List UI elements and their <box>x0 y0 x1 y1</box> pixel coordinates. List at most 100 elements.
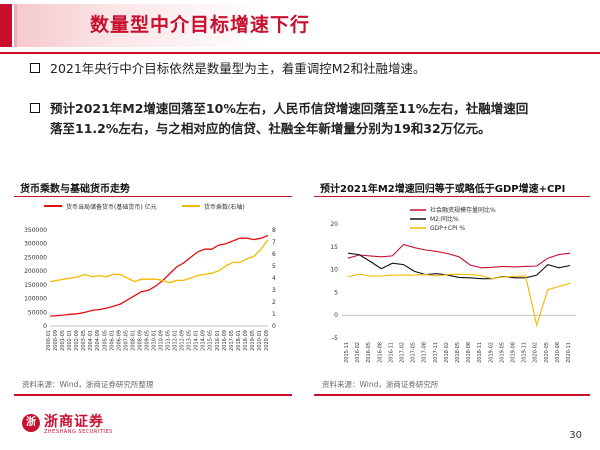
chart-1-x-tick: 2011-05 <box>166 330 172 351</box>
chart-2-legend-label: M2:同比% <box>430 215 459 223</box>
chart-1-x-tick: 2005-05 <box>102 330 108 351</box>
chart-1-x-tick: 2008-09 <box>137 330 143 351</box>
chart-1-x-tick: 2019-05 <box>250 330 256 351</box>
chart-2-x-tick: 2015-11 <box>344 342 350 363</box>
chart-1-yleft-tick: 300000 <box>24 241 47 248</box>
chart-2-svg: 社会融资规模存量同比%M2:同比% GDP+CPI % -5 0 5 10 15 20 2015… <box>330 206 576 363</box>
chart-2-x-tick: 2017-05 <box>411 342 417 363</box>
chart-1-x-tick: 2020-01 <box>257 330 263 351</box>
chart-1-yright-tick: 3 <box>272 287 276 294</box>
chart-1-x-tick: 2015-05 <box>208 330 214 351</box>
chart-2-x-tick: 2016-02 <box>355 342 361 363</box>
chart-2-x-tick: 2019-08 <box>511 342 517 363</box>
header-decoration <box>17 4 267 47</box>
chart-2-title-divider <box>314 196 590 197</box>
header-accent-bar-2 <box>14 4 17 47</box>
chart-1-yleft-tick: 100000 <box>24 296 47 303</box>
bullet-1: 2021年央行中介目标依然是数量型为主，着重调控M2和社融增速。 <box>30 59 426 79</box>
chart-1-yright-tick: 7 <box>272 239 276 246</box>
chart-1-yright-tick: 5 <box>272 263 276 270</box>
chart-1-x-tick: 2014-01 <box>194 330 200 351</box>
chart-1-legend-label: 货币当局储备货币(基础货币) 亿元 <box>66 203 157 211</box>
chart-1-x-tick: 2007-05 <box>123 330 129 351</box>
chart-2-x-tick: 2020-02 <box>533 342 539 363</box>
chart-1-legend-label: 货币乘数(右轴) <box>204 203 245 211</box>
chart-1-yright-tick: 2 <box>272 299 276 306</box>
chart-1-x-tick: 2006-09 <box>116 330 122 351</box>
chart-2-x-tick: 2018-11 <box>477 342 483 363</box>
header-accent-bar <box>0 4 12 47</box>
chart-2-x-tick: 2017-08 <box>422 342 428 363</box>
bullet-2-text-line1: 预计2021年M2增速回落至10%左右，人民币信贷增速回落至11%左右，社融增速… <box>50 101 529 116</box>
chart-1-x-tick: 2010-09 <box>159 330 165 351</box>
chart-1-x-tick: 2013-05 <box>187 330 193 351</box>
chart-1-x-tick: 2012-09 <box>180 330 186 351</box>
chart-1-source: 资料来源：Wind，浙商证券研究所整理 <box>22 380 154 389</box>
chart-2-x-tick: 2019-05 <box>499 342 505 363</box>
bullet-1-text: 2021年央行中介目标依然是数量型为主，着重调控M2和社融增速。 <box>50 61 426 76</box>
chart-1-yleft-tick: 0 <box>43 323 47 330</box>
chart-2-x-tick: 2018-02 <box>444 342 450 363</box>
chart-1-x-tick: 2003-05 <box>81 330 87 351</box>
chart-1-x-tick: 2000-09 <box>53 330 59 351</box>
chart-1-x-tick: 2012-01 <box>173 330 179 351</box>
chart-1-x-tick: 2018-01 <box>236 330 242 351</box>
chart-panel-money-multiplier: 货币乘数与基础货币走势 货币当局储备货币(基础货币) 亿元 货币乘数(右轴) 0 50… <box>14 176 292 396</box>
chart-1-x-tick: 2018-09 <box>243 330 249 351</box>
logo-subtitle: ZHESHANG SECURITIES <box>44 429 113 435</box>
chart-1-yleft-tick: 200000 <box>24 268 47 275</box>
chart-1-yleft-tick: 50000 <box>28 309 47 316</box>
chart-2-y-tick: 0 <box>334 312 338 319</box>
bullet-2-text-line2: 落至11.2%左右，与之相对应的信贷、社融全年新增量分别为19和32万亿元。 <box>50 121 491 136</box>
chart-1-x-tick: 2017-05 <box>229 330 235 351</box>
chart-1-x-tick: 2008-01 <box>130 330 136 351</box>
chart-2-legend-label: GDP+CPI % <box>430 225 465 232</box>
bullet-square-icon <box>30 102 40 113</box>
chart-2-x-tick: 2017-11 <box>433 342 439 363</box>
chart-1-yright-tick: 6 <box>272 251 276 258</box>
chart-1-yleft-tick: 150000 <box>24 282 47 289</box>
page-number: 30 <box>569 430 582 441</box>
chart-2-legend-label: 社会融资规模存量同比% <box>430 206 496 214</box>
chart-1-x-tick: 2004-09 <box>95 330 101 351</box>
chart-1-yleft-tick: 250000 <box>24 254 47 261</box>
chart-1-x-tick: 2016-09 <box>222 330 228 351</box>
chart-1-yleft-tick: 350000 <box>24 227 47 234</box>
chart-2-x-tick: 2020-11 <box>566 342 572 363</box>
chart-1-x-tick: 2004-01 <box>88 330 94 351</box>
chart-2-series-line <box>347 273 571 328</box>
chart-2-x-tick: 2016-08 <box>377 342 383 363</box>
chart-1-title: 货币乘数与基础货币走势 <box>20 184 130 195</box>
chart-2-x-tick: 2020-08 <box>555 342 561 363</box>
chart-1-x-tick: 2020-09 <box>264 330 270 351</box>
chart-2-y-tick: -5 <box>332 335 338 342</box>
bullet-2: 预计2021年M2增速回落至10%左右，人民币信贷增速回落至11%左右，社融增速… <box>30 99 570 139</box>
chart-2-x-tick: 2017-02 <box>400 342 406 363</box>
chart-2-x-tick: 2019-11 <box>522 342 528 363</box>
bullet-square-icon <box>30 62 40 73</box>
chart-2-x-tick: 2019-02 <box>488 342 494 363</box>
chart-2-source: 资料来源：Wind，浙商证券研究所 <box>322 380 439 389</box>
chart-2-series-line <box>347 243 571 269</box>
chart-1-x-tick: 2006-01 <box>109 330 115 351</box>
chart-1-series-line <box>49 234 269 317</box>
chart-2-y-tick: 5 <box>334 289 338 296</box>
chart-2-x-tick: 2016-05 <box>366 342 372 363</box>
chart-1-yright-tick: 4 <box>272 275 276 282</box>
chart-panel-m2-growth: 预计2021年M2增速回归等于或略低于GDP增速+CPI 社会融资规模存量同比%… <box>314 176 590 396</box>
chart-1-x-tick: 2002-01 <box>67 330 73 351</box>
chart-1-x-tick: 2009-05 <box>144 330 150 351</box>
chart-2-x-tick: 2018-08 <box>466 342 472 363</box>
header-divider <box>0 52 600 54</box>
chart-2-y-tick: 15 <box>330 244 338 251</box>
chart-1-svg: 货币当局储备货币(基础货币) 亿元 货币乘数(右轴) 0 50000 100000 150… <box>24 203 276 351</box>
chart-2-series-line <box>347 252 571 280</box>
chart-1-series-line <box>49 239 269 284</box>
chart-1-x-tick: 2014-09 <box>201 330 207 351</box>
chart-1-x-tick: 2000-01 <box>46 330 52 351</box>
chart-2-x-tick: 2020-05 <box>544 342 550 363</box>
chart-1-yright-tick: 8 <box>272 227 276 234</box>
chart-1-x-tick: 2016-01 <box>215 330 221 351</box>
logo-icon: 浙 <box>22 414 40 432</box>
chart-2-title: 预计2021年M2增速回归等于或略低于GDP增速+CPI <box>320 184 566 195</box>
